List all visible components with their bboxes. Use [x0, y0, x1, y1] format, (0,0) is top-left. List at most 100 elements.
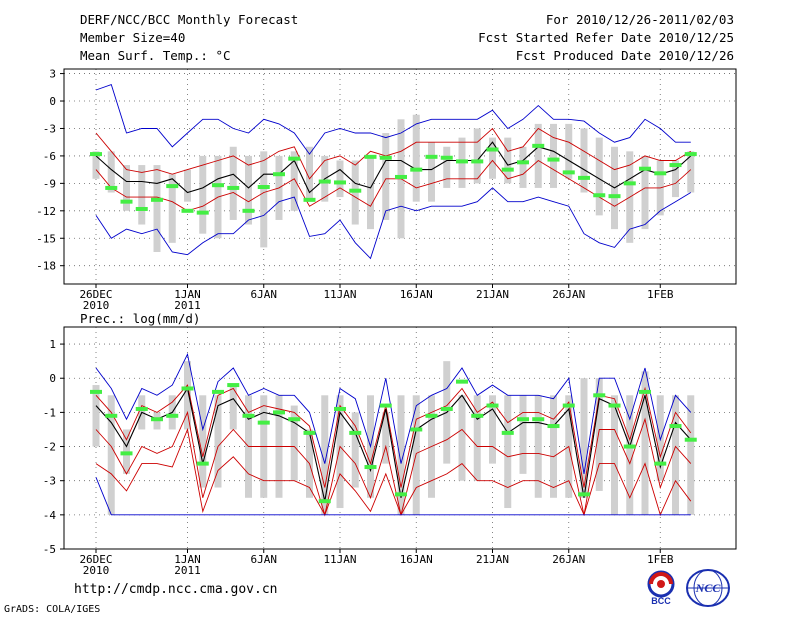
ensemble-range-bar — [550, 123, 557, 188]
observed-marker — [318, 499, 331, 504]
y-tick-label: -2 — [43, 441, 56, 454]
observed-marker — [364, 465, 377, 470]
observed-marker — [303, 197, 316, 202]
ensemble-range-bar — [107, 395, 115, 515]
grads-credit: GrADS: COLA/IGES — [4, 604, 101, 615]
x-tick-label: 11JAN — [323, 553, 356, 566]
y-tick-label: 1 — [49, 338, 56, 351]
observed-marker — [532, 417, 545, 422]
ensemble-range-bar — [626, 395, 634, 515]
ensemble-range-bar — [306, 146, 313, 202]
ensemble-range-bar — [229, 146, 237, 220]
observed-marker — [410, 427, 423, 432]
observed-marker — [425, 413, 438, 418]
observed-marker — [181, 386, 194, 391]
plot-frame — [63, 68, 737, 285]
x-tick-label: 16JAN — [400, 553, 433, 566]
ensemble-range-bar — [595, 137, 603, 216]
ensemble-range-bar — [458, 395, 466, 481]
ensemble-range-bar — [92, 385, 100, 447]
observed-marker — [242, 413, 255, 418]
source-url[interactable]: http://cmdp.ncc.cma.gov.cn — [74, 582, 278, 597]
observed-marker — [395, 492, 407, 497]
observed-marker — [334, 180, 346, 185]
y-tick-label: -15 — [36, 232, 56, 245]
fcst-produced: Fcst Produced Date 2010/12/26 — [515, 48, 734, 63]
observed-marker — [471, 159, 484, 164]
y-tick-label: 0 — [49, 372, 56, 385]
series-line-mean — [95, 387, 692, 502]
observed-marker — [456, 379, 468, 384]
x-tick-label: 6JAN — [251, 553, 278, 566]
observed-marker — [166, 184, 179, 189]
ensemble-range-bar — [519, 395, 527, 474]
ensemble-range-bar — [123, 165, 130, 211]
observed-marker — [196, 461, 209, 466]
observed-marker — [166, 413, 179, 418]
ensemble-range-bar — [428, 142, 435, 202]
series-line-min — [95, 477, 691, 516]
ensemble-range-bar — [580, 378, 588, 498]
x-tick-label: 21JAN — [476, 288, 509, 301]
ensemble-range-bar — [595, 378, 603, 491]
observed-marker — [471, 413, 484, 418]
ncc-logo-text: NCC — [695, 581, 722, 595]
observed-marker — [273, 172, 285, 177]
observed-marker — [364, 154, 377, 159]
observed-marker — [547, 157, 560, 162]
observed-marker — [593, 393, 606, 398]
ensemble-range-bar — [336, 395, 344, 509]
ensemble-range-bar — [550, 395, 557, 498]
ensemble-range-bar — [443, 146, 451, 188]
observed-marker — [90, 389, 102, 394]
observed-marker — [425, 154, 438, 159]
y-tick-label: -9 — [43, 177, 56, 190]
x-tick-label: 26JAN — [552, 288, 585, 301]
ensemble-range-bar — [184, 361, 191, 430]
ensemble-range-bar — [245, 155, 252, 225]
series-line-p75 — [95, 384, 692, 488]
series-line-max — [95, 84, 691, 155]
observed-marker — [562, 403, 575, 408]
observed-marker — [196, 210, 209, 215]
ensemble-range-bar — [672, 160, 679, 198]
observed-marker — [181, 208, 194, 213]
ensemble-range-bar — [473, 128, 481, 184]
ensemble-range-bar — [214, 395, 222, 488]
observed-marker — [623, 444, 636, 449]
x-tick-sublabel: 2011 — [174, 299, 201, 312]
ensemble-range-bar — [687, 151, 695, 193]
observed-marker — [517, 160, 529, 165]
y-tick-label: -3 — [43, 122, 56, 135]
observed-marker — [669, 424, 682, 429]
observed-marker — [456, 159, 468, 164]
ensemble-range-bar — [611, 395, 618, 515]
observed-marker — [135, 206, 148, 211]
x-tick-label: 1FEB — [647, 288, 674, 301]
observed-marker — [501, 167, 514, 172]
x-tick-label: 1JAN — [174, 288, 201, 301]
x-tick-sublabel: 2011 — [174, 564, 201, 577]
ensemble-range-bar — [687, 395, 695, 515]
observed-marker — [288, 417, 301, 422]
observed-marker — [379, 155, 392, 160]
ensemble-range-bar — [382, 412, 390, 464]
observed-marker — [440, 155, 453, 160]
observed-marker — [639, 389, 651, 394]
ncc-logo-icon: NCC — [686, 569, 730, 607]
observed-marker — [395, 174, 407, 179]
ensemble-range-bar — [184, 169, 191, 202]
ensemble-range-bar — [504, 137, 512, 184]
y-tick-label: -1 — [43, 406, 56, 419]
chart-title: DERF/NCC/BCC Monthly Forecast — [80, 12, 299, 27]
observed-marker — [90, 152, 102, 157]
observed-marker — [151, 417, 163, 422]
observed-marker — [684, 152, 697, 157]
bcc-logo-text: BCC — [651, 596, 671, 606]
member-size: Member Size=40 — [80, 30, 186, 45]
ensemble-range-bar — [260, 151, 268, 248]
series-line-mean — [95, 141, 692, 194]
ensemble-range-bar — [534, 123, 542, 188]
ensemble-range-bar — [641, 371, 649, 515]
observed-marker — [639, 166, 651, 171]
